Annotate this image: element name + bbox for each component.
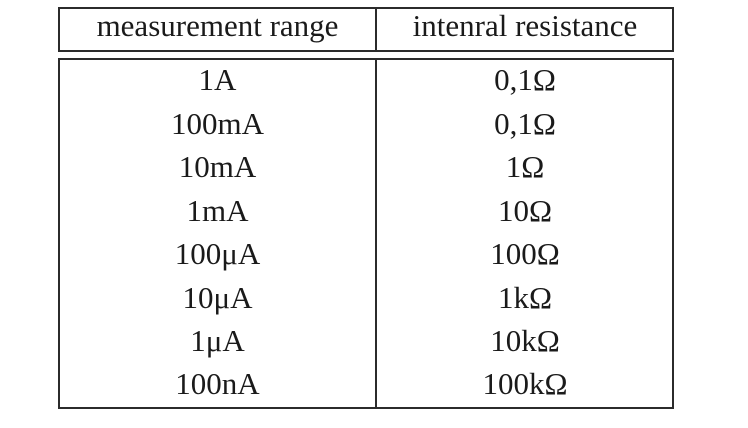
header-top-border — [58, 7, 674, 9]
range-cell: 100mA — [171, 106, 264, 141]
header-internal-resistance: intenral resistance — [412, 8, 638, 43]
range-cell: 10μA — [182, 280, 253, 315]
header-right-border — [672, 7, 674, 52]
resistance-cell: 1kΩ — [497, 280, 553, 315]
range-cell: 1μA — [190, 323, 245, 358]
resistance-cell: 0,1Ω — [494, 106, 556, 141]
range-cell: 100μA — [174, 236, 261, 271]
resistance-cell: 10Ω — [497, 193, 553, 228]
range-cell: 100nA — [175, 366, 260, 401]
body-left-border — [58, 58, 60, 409]
body-right-border — [672, 58, 674, 409]
range-cell: 1mA — [186, 193, 249, 228]
range-cell: 1A — [198, 62, 237, 97]
resistance-cell: 1Ω — [505, 149, 545, 184]
resistance-cell: 0,1Ω — [494, 62, 556, 97]
resistance-cell: 10kΩ — [490, 323, 560, 358]
header-measurement-range: measurement range — [96, 8, 339, 43]
header-left-border — [58, 7, 60, 52]
header-bottom-border — [58, 50, 674, 52]
range-cell: 10mA — [178, 149, 257, 184]
resistance-cell: 100Ω — [490, 236, 560, 271]
resistance-cell: 100kΩ — [482, 366, 568, 401]
header-column-divider — [375, 7, 377, 52]
body-top-border — [58, 58, 674, 60]
body-column-divider — [375, 58, 377, 409]
body-bottom-border — [58, 407, 674, 409]
